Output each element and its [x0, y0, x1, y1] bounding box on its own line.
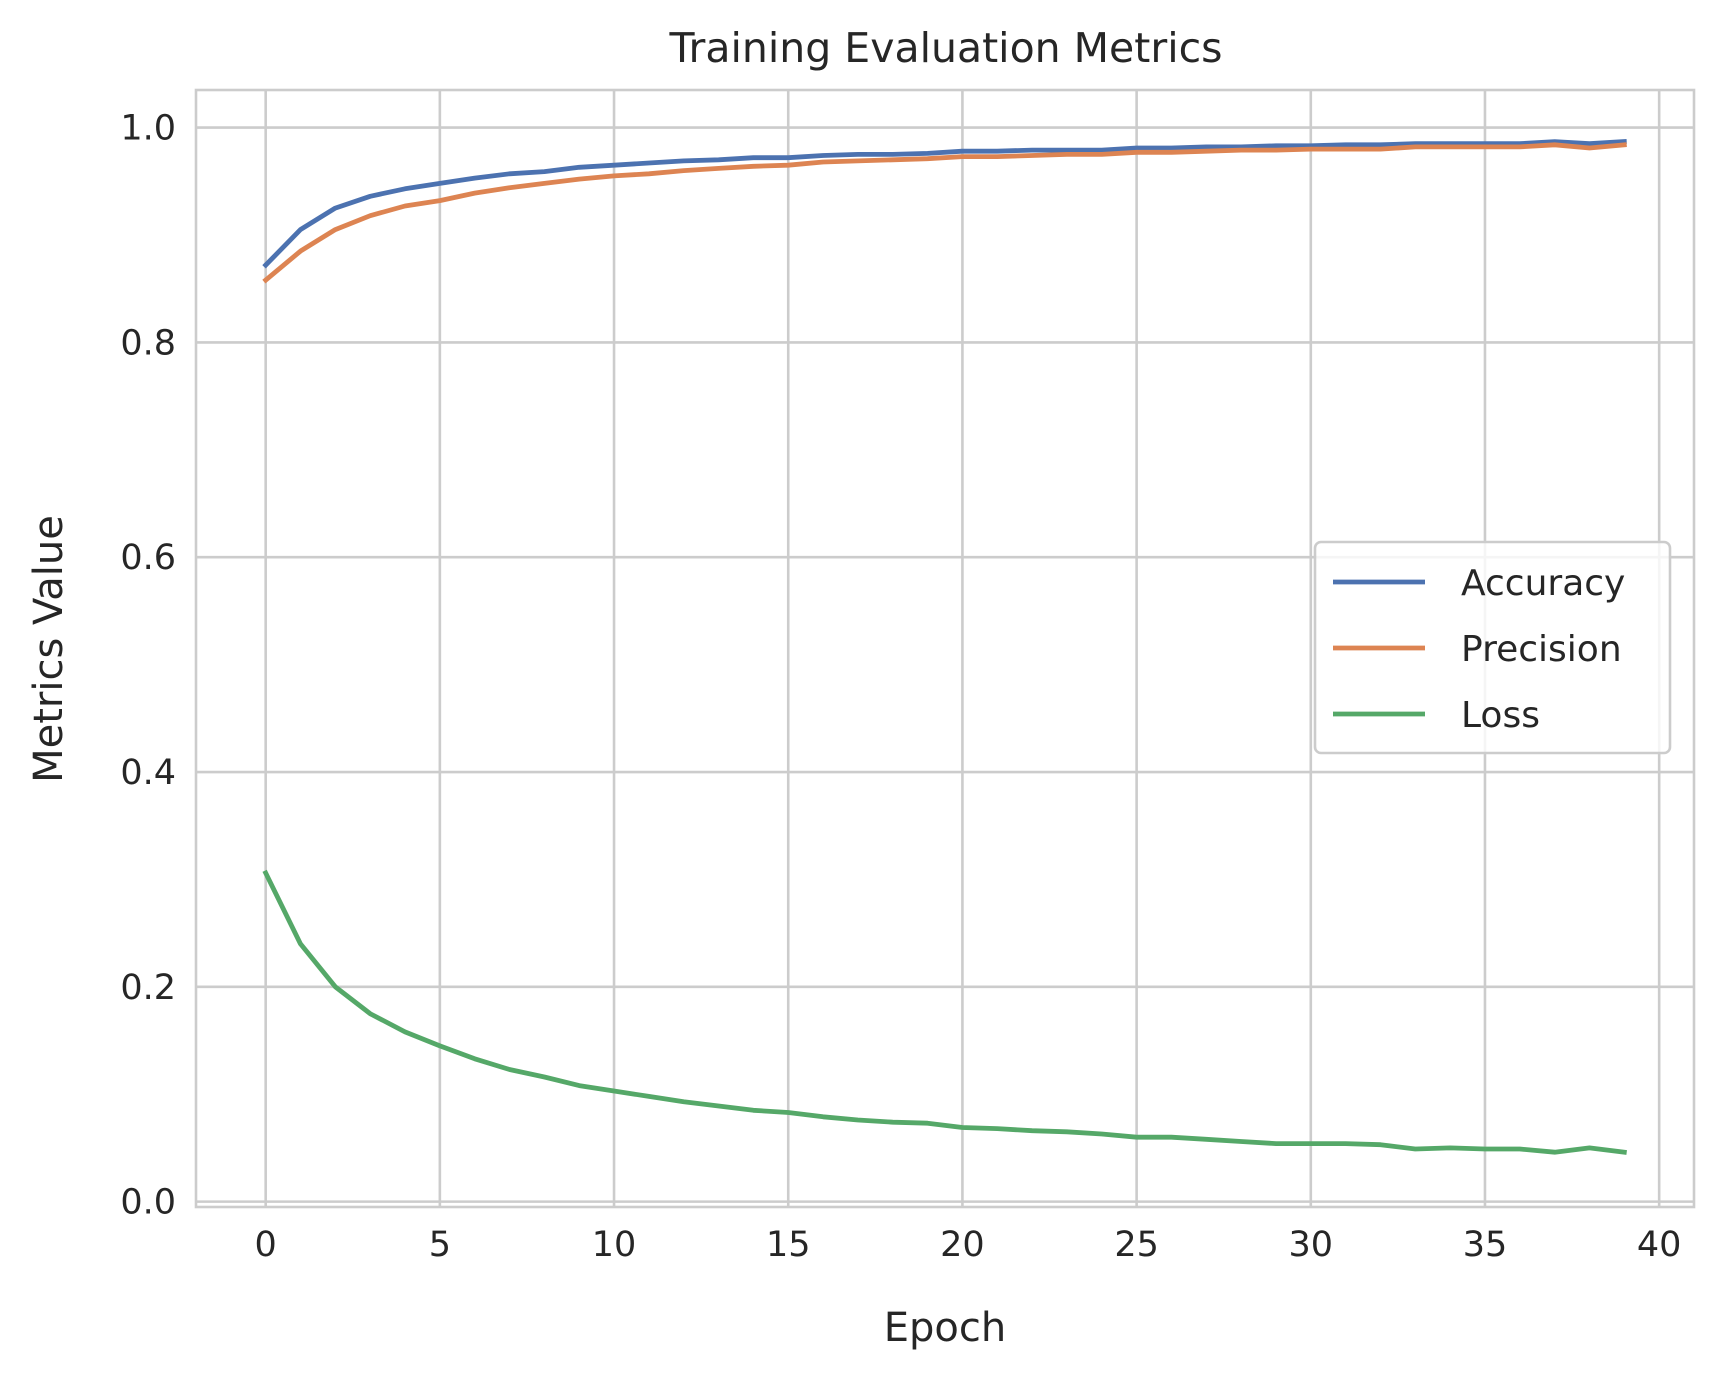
legend-frame	[1313, 540, 1672, 755]
chart-title: Training Evaluation Metrics	[669, 24, 1223, 72]
legend-label-accuracy: Accuracy	[1461, 563, 1625, 604]
y-tick-label: 1.0	[120, 109, 176, 149]
x-tick-label: 40	[1637, 1225, 1682, 1265]
x-axis-label: Epoch	[884, 1305, 1006, 1351]
y-tick-label: 0.8	[120, 323, 176, 363]
x-tick-label: 5	[429, 1225, 451, 1265]
x-tick-labels: 0 5 10 15 20 25 30 35 40	[255, 1225, 1682, 1265]
series-line-loss	[262, 869, 1627, 1155]
x-tick-label: 30	[1289, 1225, 1334, 1265]
x-tick-label: 15	[766, 1225, 811, 1265]
x-tick-label: 35	[1463, 1225, 1508, 1265]
series-line-precision	[262, 142, 1627, 284]
legend-label-precision: Precision	[1461, 629, 1622, 670]
x-tick-label: 25	[1114, 1225, 1159, 1265]
x-tick-label: 10	[592, 1225, 637, 1265]
y-tick-label: 0.6	[120, 538, 176, 578]
y-grid-lines	[196, 126, 1694, 1203]
legend-label-loss: Loss	[1461, 695, 1540, 736]
legend: Accuracy Precision Loss	[1313, 540, 1672, 755]
x-tick-label: 20	[940, 1225, 985, 1265]
x-tick-label: 0	[255, 1225, 277, 1265]
y-tick-label: 0.4	[120, 753, 176, 793]
series-lines	[262, 139, 1627, 1155]
y-tick-label: 0.2	[120, 968, 176, 1008]
x-grid-lines	[264, 90, 1661, 1207]
series-line-accuracy	[262, 139, 1627, 269]
plot-frame	[194, 88, 1696, 1209]
y-axis-label: Metrics Value	[26, 515, 72, 783]
y-tick-label: 0.0	[120, 1183, 176, 1223]
y-tick-labels: 0.0 0.2 0.4 0.6 0.8 1.0	[120, 109, 176, 1223]
